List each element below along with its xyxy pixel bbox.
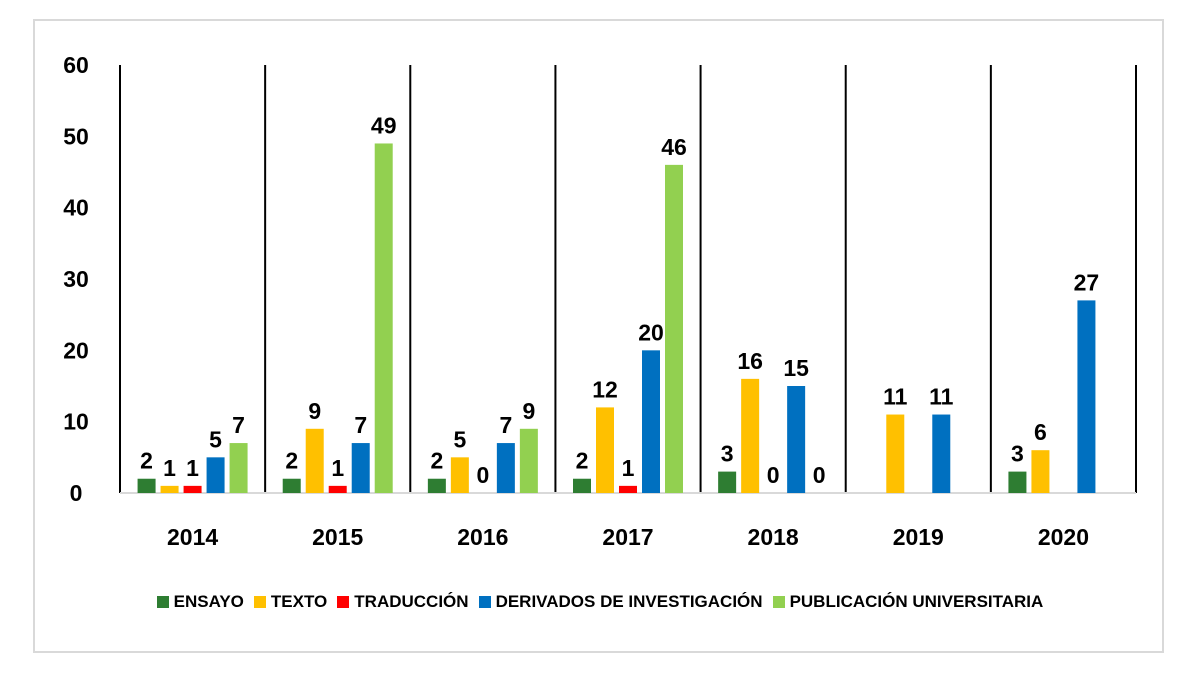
data-label: 7	[232, 412, 245, 438]
legend-item: TEXTO	[253, 592, 328, 612]
bar	[328, 485, 347, 493]
x-tick-label: 2016	[457, 524, 508, 550]
data-label: 5	[209, 426, 222, 452]
data-label: 1	[163, 455, 176, 481]
x-tick-label: 2018	[748, 524, 799, 550]
bar	[718, 471, 737, 493]
data-label: 0	[813, 462, 826, 488]
legend-swatch	[337, 596, 350, 608]
bar	[229, 443, 248, 493]
bar	[206, 457, 225, 493]
y-tick-label: 30	[63, 266, 89, 292]
legend-label: DERIVADOS DE INVESTIGACIÓN	[495, 592, 763, 611]
data-label: 27	[1074, 269, 1100, 295]
data-label: 11	[883, 384, 908, 410]
legend-label: PUBLICACIÓN UNIVERSITARIA	[789, 592, 1044, 611]
data-label: 1	[331, 455, 344, 481]
bar	[619, 485, 637, 493]
data-label: 5	[453, 426, 466, 452]
x-tick-label: 2015	[312, 524, 363, 550]
data-label: 0	[767, 462, 780, 488]
data-label: 9	[308, 398, 321, 424]
legend-label: ENSAYO	[173, 592, 244, 611]
bar	[137, 478, 156, 493]
bar	[1077, 300, 1096, 493]
data-label: 3	[721, 441, 734, 467]
bar	[1008, 471, 1027, 493]
data-label: 1	[622, 455, 635, 481]
legend-swatch	[478, 596, 491, 608]
data-label: 3	[1011, 441, 1024, 467]
data-label: 2	[285, 448, 298, 474]
data-label: 7	[499, 412, 512, 438]
data-label: 7	[354, 412, 367, 438]
data-label: 46	[661, 134, 687, 160]
bar	[519, 428, 538, 493]
chart-frame	[33, 19, 1164, 653]
bar	[427, 478, 446, 493]
legend-swatch	[156, 596, 169, 608]
data-label: 9	[522, 398, 535, 424]
data-label: 2	[140, 448, 153, 474]
legend-item: ENSAYO	[156, 592, 244, 612]
chart-legend: ENSAYO TEXTO TRADUCCIÓN DERIVADOS DE INVEST…	[0, 592, 1200, 612]
x-tick-label: 2019	[893, 524, 944, 550]
legend-item: DERIVADOS DE INVESTIGACIÓN	[478, 592, 763, 612]
data-label: 12	[592, 376, 618, 402]
legend-item: PUBLICACIÓN UNIVERSITARIA	[772, 592, 1044, 612]
bar	[374, 143, 393, 493]
data-label: 2	[430, 448, 443, 474]
bar	[886, 414, 905, 493]
bar	[305, 428, 324, 493]
y-tick-label: 50	[63, 123, 89, 149]
bar	[351, 443, 370, 493]
bar	[573, 478, 591, 493]
x-tick-label: 2017	[602, 524, 653, 550]
bar	[1031, 450, 1050, 493]
bar	[282, 478, 301, 493]
data-label: 15	[783, 355, 809, 381]
data-label: 49	[371, 112, 397, 138]
y-tick-label: 10	[63, 409, 89, 435]
data-label: 6	[1034, 419, 1047, 445]
bar	[741, 378, 760, 493]
y-tick-label: 40	[63, 195, 89, 221]
data-label: 20	[638, 319, 664, 345]
data-label: 11	[929, 384, 954, 410]
legend-label: TRADUCCIÓN	[354, 592, 469, 611]
y-tick-label: 60	[63, 52, 89, 78]
bar	[665, 164, 683, 493]
data-label: 2	[576, 448, 589, 474]
bar	[183, 485, 202, 493]
legend-item: TRADUCCIÓN	[337, 592, 469, 612]
legend-swatch	[253, 596, 266, 608]
bar	[642, 350, 660, 493]
data-label: 0	[476, 462, 489, 488]
y-tick-label: 20	[63, 337, 89, 363]
legend-swatch	[772, 596, 785, 608]
bar	[160, 485, 179, 493]
x-tick-label: 2014	[167, 524, 218, 550]
bar	[596, 407, 614, 493]
bar	[787, 386, 806, 493]
data-label: 1	[186, 455, 199, 481]
data-label: 16	[737, 348, 763, 374]
bar	[932, 414, 951, 493]
x-tick-label: 2020	[1038, 524, 1089, 550]
bar	[450, 457, 469, 493]
legend-label: TEXTO	[270, 592, 328, 611]
bar	[496, 443, 515, 493]
y-tick-label: 0	[70, 480, 83, 506]
